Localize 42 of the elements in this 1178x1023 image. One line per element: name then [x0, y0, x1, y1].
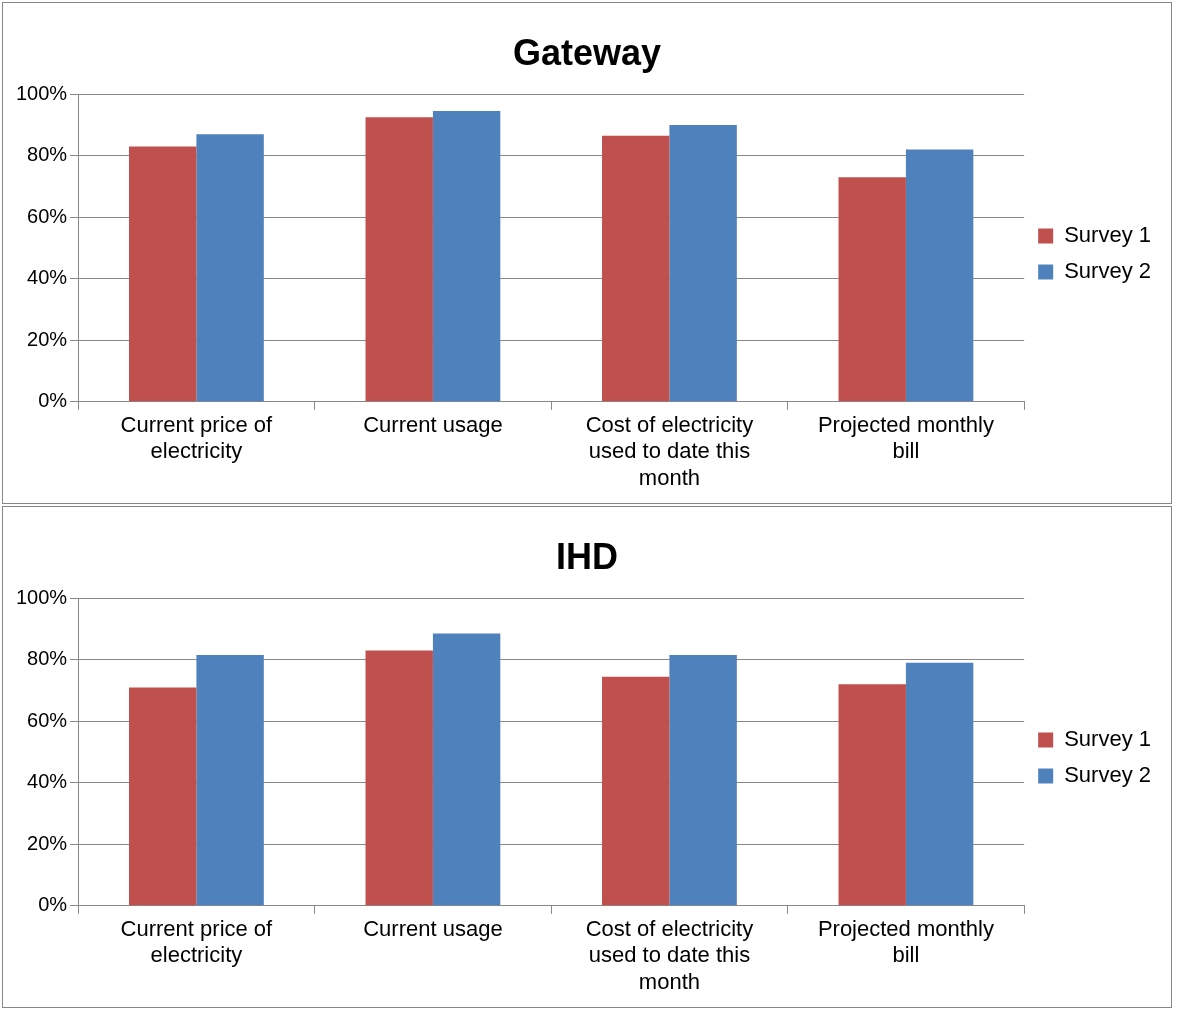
x-tick-label: Projected monthly bill: [817, 916, 994, 968]
bar: [602, 135, 670, 402]
bar: [602, 676, 670, 906]
x-tick-label: Current price of electricity: [120, 916, 274, 968]
y-tick-label: 0%: [38, 893, 68, 916]
y-tick-label: 20%: [27, 327, 68, 350]
x-tick-label: Cost of electricity used to date this month: [585, 916, 754, 994]
y-tick-label: 60%: [27, 708, 68, 731]
x-tick-label: Projected monthly bill: [817, 412, 994, 464]
bar: [365, 117, 433, 402]
bar: [669, 124, 737, 402]
bar: [129, 687, 197, 906]
y-tick-label: 100%: [16, 81, 68, 104]
bar: [905, 662, 974, 906]
bar: [905, 149, 974, 402]
y-tick-label: 80%: [27, 647, 68, 670]
y-tick-label: 0%: [38, 389, 68, 412]
y-tick-label: 80%: [27, 143, 68, 166]
legend-label: Survey 2: [1064, 258, 1152, 284]
bar: [838, 684, 906, 906]
y-tick-label: 40%: [27, 770, 68, 793]
y-tick-label: 100%: [16, 585, 68, 608]
x-tick-label: Current usage: [363, 412, 503, 438]
bar: [365, 650, 433, 906]
bar: [196, 655, 264, 906]
bar: [838, 177, 906, 402]
bar: [196, 134, 264, 402]
y-tick-label: 40%: [27, 266, 68, 289]
y-tick-label: 20%: [27, 831, 68, 854]
y-tick-label: 60%: [27, 204, 68, 227]
x-tick-label: Cost of electricity used to date this month: [585, 412, 754, 490]
bar: [129, 146, 197, 402]
bar: [432, 633, 501, 906]
legend-label: Survey 2: [1064, 762, 1152, 788]
chart-title: IHD: [556, 535, 618, 577]
chart-title: Gateway: [512, 31, 662, 73]
x-tick-label: Current usage: [363, 916, 503, 942]
legend-label: Survey 1: [1064, 222, 1152, 248]
x-tick-label: Current price of electricity: [120, 412, 274, 464]
legend-label: Survey 1: [1064, 726, 1152, 752]
bar: [669, 655, 737, 906]
bar: [432, 111, 501, 402]
